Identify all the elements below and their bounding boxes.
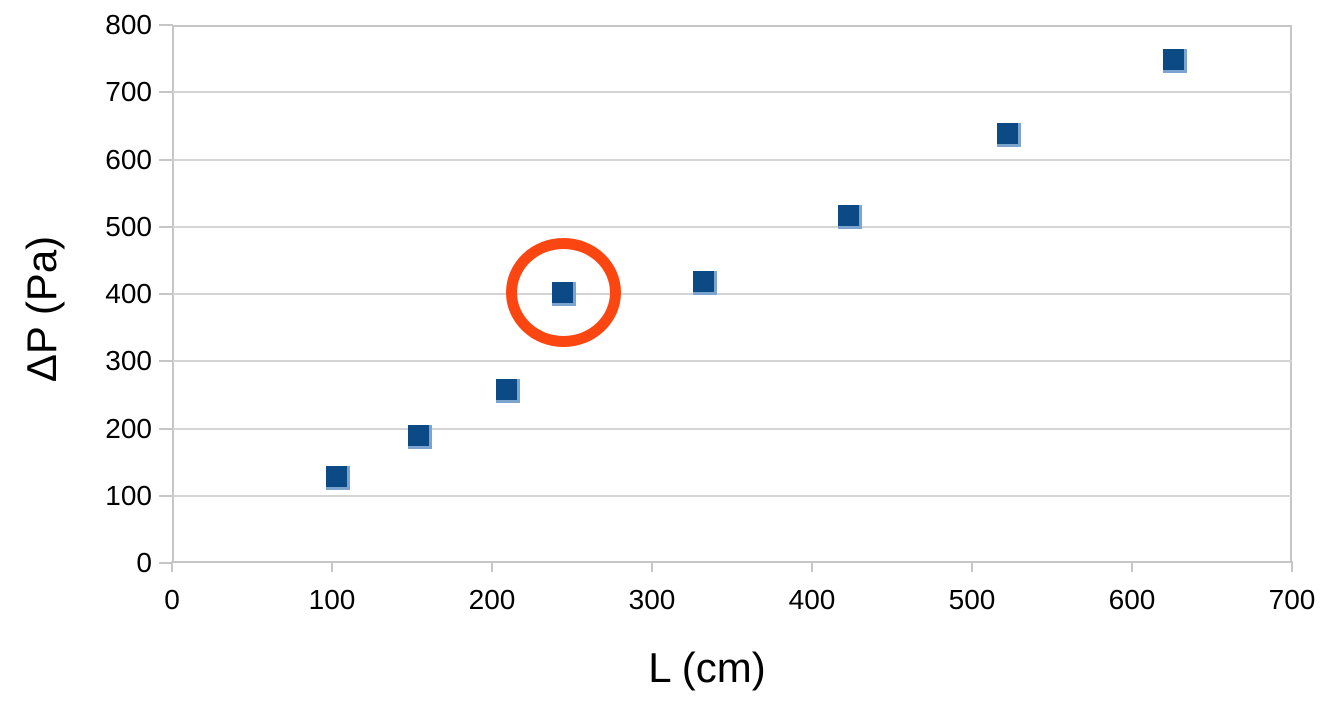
y-tick-label-600: 600 — [105, 143, 152, 175]
data-point-marker-2 — [496, 378, 520, 403]
data-point-marker-4 — [692, 271, 717, 296]
x-axis-title: L (cm) — [648, 644, 766, 691]
x-tick-label-0: 0 — [164, 584, 180, 615]
x-tick-label-600: 600 — [1108, 584, 1156, 615]
x-tick-mark-300 — [651, 561, 653, 572]
y-tick-label-300: 300 — [105, 345, 152, 377]
gridline-600 — [172, 158, 1292, 161]
y-tick-label-800: 800 — [105, 9, 152, 40]
gridline-300 — [172, 360, 1292, 363]
y-tick-label-0: 0 — [136, 547, 152, 578]
data-point-marker-6 — [996, 122, 1021, 147]
y-axis-title: ΔP (Pa) — [18, 235, 65, 383]
gridline-500 — [172, 225, 1292, 228]
data-point-marker-1 — [408, 425, 432, 450]
gridline-700 — [172, 91, 1292, 94]
y-tick-label-100: 100 — [105, 479, 152, 511]
y-tick-mark-200 — [159, 427, 173, 430]
y-tick-label-500: 500 — [105, 210, 152, 242]
y-tick-label-700: 700 — [105, 76, 152, 108]
gridline-100 — [172, 494, 1292, 497]
annotation-circle — [505, 237, 621, 347]
x-tick-mark-600 — [1131, 561, 1133, 572]
y-tick-label-200: 200 — [105, 412, 152, 444]
y-tick-mark-100 — [159, 494, 173, 497]
gridline-200 — [172, 427, 1292, 430]
y-tick-mark-400 — [159, 293, 173, 295]
x-tick-mark-200 — [491, 561, 493, 572]
y-tick-mark-300 — [159, 360, 173, 363]
y-tick-label-400: 400 — [105, 278, 152, 309]
y-tick-mark-700 — [159, 91, 173, 94]
x-tick-label-300: 300 — [628, 584, 676, 615]
data-point-marker-0 — [326, 466, 351, 491]
y-tick-mark-800 — [159, 24, 173, 26]
x-tick-label-100: 100 — [308, 584, 356, 615]
x-tick-mark-0 — [171, 561, 173, 572]
data-point-marker-7 — [1163, 48, 1188, 73]
y-tick-mark-600 — [159, 158, 173, 161]
x-tick-mark-500 — [971, 561, 973, 572]
x-tick-label-700: 700 — [1268, 584, 1316, 615]
data-point-marker-5 — [838, 205, 863, 230]
x-tick-mark-400 — [811, 561, 813, 572]
gridline-400 — [172, 293, 1292, 295]
x-tick-mark-100 — [331, 561, 333, 572]
x-tick-label-400: 400 — [788, 584, 836, 615]
y-tick-mark-500 — [159, 225, 173, 228]
x-tick-label-500: 500 — [948, 584, 996, 615]
x-tick-label-200: 200 — [468, 584, 516, 615]
x-tick-mark-700 — [1291, 561, 1293, 572]
y-tick-mark-0 — [159, 562, 173, 564]
